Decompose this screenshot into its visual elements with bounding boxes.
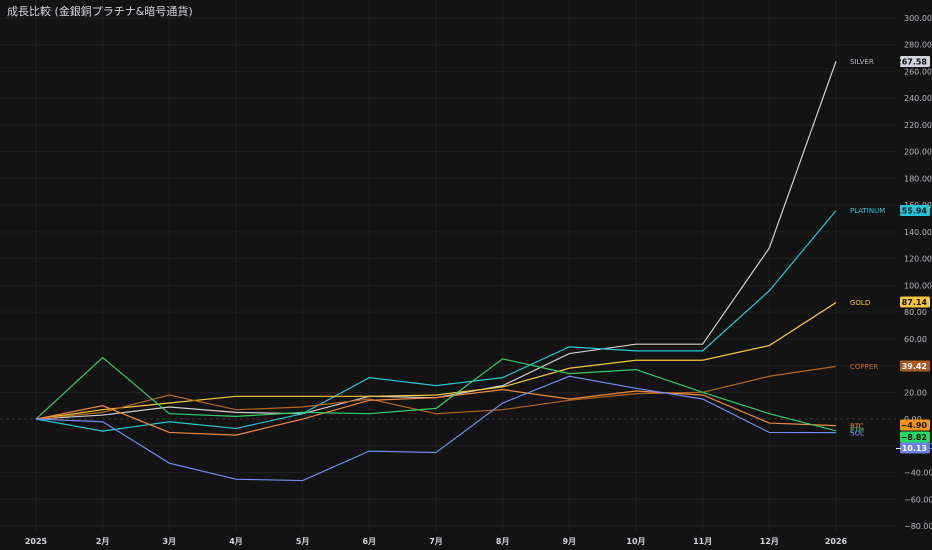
value-badge-platinum	[900, 205, 930, 216]
series-label-btc: BTC	[850, 423, 864, 431]
x-tick-label: 5月	[296, 537, 310, 546]
series-label-gold: GOLD	[850, 299, 870, 307]
series-label-silver: SILVER	[850, 58, 874, 66]
series-label-eth: ETH	[850, 427, 864, 435]
x-tick-label: 6月	[363, 537, 377, 546]
series-lines	[35, 61, 837, 482]
value-label-platinum: 155.94	[896, 207, 927, 216]
y-tick-label: 280.00	[904, 41, 932, 50]
x-tick-label: 3月	[163, 537, 177, 546]
x-tick-label: 8月	[496, 537, 510, 546]
x-tick-label: 9月	[563, 537, 577, 546]
y-tick-label: 20.00	[904, 388, 927, 397]
value-badge-silver	[900, 56, 930, 67]
value-labels: 267.58 155.94 87.14 39.42 −4.90 −8.82 −10.13	[895, 56, 930, 454]
value-badge-btc	[900, 419, 930, 431]
y-tick-label: −60.00	[904, 495, 932, 504]
y-tick-label: 300.00	[904, 14, 932, 23]
x-tick-label: 7月	[429, 537, 443, 546]
y-tick-label: −40.00	[904, 469, 932, 478]
y-tick-label: 200.00	[904, 148, 932, 157]
x-tick-label: 2025	[25, 537, 48, 546]
y-tick-label: 180.00	[904, 174, 932, 183]
y-tick-label: 220.00	[904, 121, 932, 130]
series-label-sol: SOL	[850, 430, 864, 438]
series-line-gold	[35, 302, 837, 420]
value-badge-gold	[900, 296, 930, 308]
y-tick-label: 140.00	[904, 228, 932, 237]
y-tick-label: 80.00	[904, 308, 927, 317]
value-badge-sol	[900, 442, 930, 454]
value-label-copper: 39.42	[902, 362, 927, 371]
y-tick-label: 120.00	[904, 255, 932, 264]
value-label-silver: 267.58	[896, 58, 927, 67]
value-label-btc: −4.90	[901, 421, 928, 430]
x-tick-label: 2026	[825, 537, 848, 546]
y-tick-label: −80.00	[904, 522, 932, 531]
value-badge-eth	[900, 431, 930, 443]
series-line-sol	[35, 375, 837, 482]
series-label-platinum: PLATINUM	[850, 207, 885, 215]
x-tick-label: 12月	[760, 537, 779, 546]
x-tick-label: 10月	[626, 537, 645, 546]
y-tick-label: 100.00	[904, 281, 932, 290]
series-line-platinum	[35, 210, 837, 432]
y-tick-label: 60.00	[904, 335, 927, 344]
series-label-copper: COPPER	[850, 363, 878, 371]
series-line-btc	[35, 389, 837, 436]
value-label-eth: −8.82	[901, 433, 927, 442]
x-axis: 2025 2月 3月 4月 5月 6月 7月 8月 9月 10月 11月 12月 2026	[25, 537, 848, 546]
x-tick-label: 11月	[693, 537, 712, 546]
value-label-sol: −10.13	[895, 444, 927, 453]
series-line-eth	[35, 356, 837, 432]
grid	[0, 0, 896, 532]
y-tick-label: 260.00	[904, 67, 932, 76]
y-tick-label: 240.00	[904, 94, 932, 103]
x-tick-label: 4月	[229, 537, 243, 546]
value-badge-copper	[900, 360, 930, 372]
chart-title: 成長比較 (金銀銅プラチナ&暗号通貨)	[7, 4, 193, 18]
x-tick-label: 2月	[96, 537, 110, 546]
value-label-gold: 87.14	[902, 298, 928, 307]
